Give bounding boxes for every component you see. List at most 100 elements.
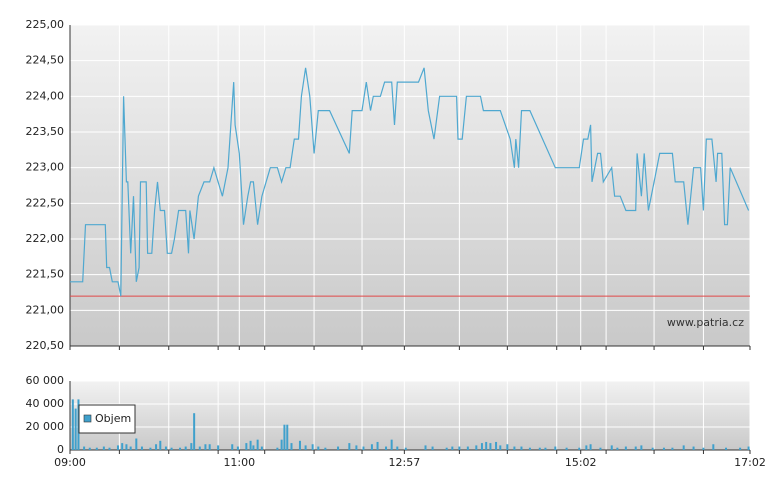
y-tick-label: 40 000 [26,397,65,410]
volume-bar [283,424,286,450]
volume-bar [135,438,138,450]
y-tick-label: 223,50 [26,125,65,138]
x-tick-label: 11:00 [223,456,255,469]
volume-bar [71,399,74,450]
volume-bar [466,446,469,450]
volume-bar [311,444,314,450]
plot-area [70,25,750,346]
volume-bar [108,447,111,450]
volume-bar [589,444,592,450]
volume-bar [208,444,211,450]
x-tick-label: 15:02 [565,456,597,469]
volume-bar [499,445,502,450]
volume-bar [404,447,407,450]
volume-bar [170,447,173,450]
plot-area [70,381,750,450]
volume-bar [159,440,162,450]
volume-bar [231,444,234,450]
volume-bar [396,446,399,450]
volume-bar [337,446,340,450]
y-tick-label: 224,50 [26,54,65,67]
y-tick-label: 225,00 [26,18,65,31]
volume-bar [610,445,613,450]
y-tick-label: 221,50 [26,268,65,281]
volume-bar [74,408,77,450]
y-tick-label: 222,00 [26,232,65,245]
volume-bar [445,447,448,450]
volume-bar [671,447,674,450]
y-tick-label: 222,50 [26,196,65,209]
volume-bar [304,445,307,450]
volume-bar [682,445,685,450]
volume-bar [390,439,393,450]
volume-bar [431,446,434,450]
volume-bar [513,446,516,450]
volume-bar [662,447,665,450]
volume-bar [179,447,182,450]
volume-bar [155,444,158,450]
volume-bar [324,447,327,450]
volume-bar [116,445,119,450]
price-line [70,67,750,297]
y-tick-label: 224,00 [26,89,65,102]
volume-bar [451,446,454,450]
volume-bar [125,444,128,450]
volume-bar [544,447,547,450]
volume-bar [424,445,427,450]
volume-bar [252,445,255,450]
volume-bar [506,444,509,450]
volume-bar [747,446,750,450]
volume-bar [276,447,279,450]
volume-bar [362,446,365,450]
volume-bar [149,447,152,450]
x-tick-label: 12:57 [389,456,421,469]
volume-bar [480,443,483,450]
volume-bar [256,439,259,450]
legend-label: Objem [95,412,131,425]
volume-bar [725,447,728,450]
volume-bar [77,399,80,450]
volume-bar [485,441,488,450]
volume-bar [164,446,167,450]
volume-bar [640,445,643,450]
x-tick-label: 09:00 [54,456,86,469]
x-tick-label: 17:02 [734,456,766,469]
volume-bar [95,447,98,450]
y-tick-label: 220,50 [26,339,65,352]
volume-bar [616,447,619,450]
volume-bar [217,445,220,450]
volume-bar [204,444,207,450]
volume-bar [585,445,588,450]
volume-bar [458,446,461,450]
volume-bar [193,413,196,450]
volume-bar [495,441,498,450]
volume-bar [129,446,132,450]
volume-bar [249,440,252,450]
volume-bar [298,440,301,450]
volume-bar [651,447,654,450]
volume-bar [290,443,293,450]
y-tick-label: 0 [57,443,64,456]
volume-bar [599,447,602,450]
volume-bar [317,446,320,450]
volume-bar [702,447,705,450]
volume-bar [520,446,523,450]
volume-bar [102,446,105,450]
volume-bar [140,446,143,450]
volume-bar [692,446,695,450]
y-tick-label: 60 000 [26,374,65,387]
volume-bar [634,446,637,450]
y-tick-label: 223,00 [26,161,65,174]
volume-bar [376,441,379,450]
y-tick-label: 221,00 [26,303,65,316]
volume-bar [712,444,715,450]
volume-bar [565,447,568,450]
volume-bar [260,446,263,450]
y-tick-label: 20 000 [26,420,65,433]
watermark: www.patria.cz [667,316,744,329]
volume-bar [280,439,283,450]
volume-bar [83,446,86,450]
volume-bar [538,447,541,450]
